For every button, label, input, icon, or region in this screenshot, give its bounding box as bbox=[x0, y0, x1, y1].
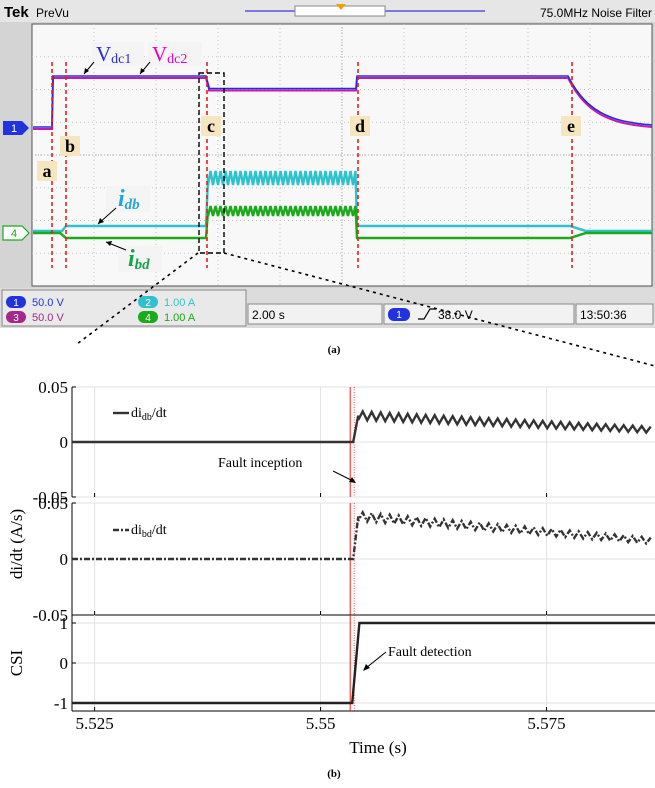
y-tick-label: 0 bbox=[60, 433, 69, 452]
vdc1-trace bbox=[33, 75, 653, 128]
scope-clock: 13:50:36 bbox=[580, 308, 627, 322]
caption-a: (a) bbox=[328, 344, 341, 356]
legend-dibd: dibd/dt bbox=[131, 523, 167, 540]
event-labels: a b c d e bbox=[37, 116, 581, 181]
trigger-level: 38.0 V bbox=[438, 308, 473, 322]
ch4-number: 4 bbox=[145, 313, 151, 324]
idb-label: idb bbox=[118, 186, 140, 213]
y-axis-label: di/dt (A/s) bbox=[7, 509, 26, 579]
fault-detection-arrow bbox=[365, 651, 387, 669]
x-tick-label: 5.575 bbox=[527, 714, 565, 733]
zoom-connector-right bbox=[223, 252, 655, 367]
scope-status: 75.0MHz Noise Filter bbox=[540, 6, 652, 20]
fault-detection-label: Fault detection bbox=[388, 645, 472, 660]
vdc1-label: Vdc1 bbox=[96, 42, 131, 67]
trigger-position-icon bbox=[336, 4, 346, 10]
y-tick-label: -0.05 bbox=[33, 606, 68, 625]
timebase-value: 2.00 s bbox=[252, 308, 285, 322]
ch1-number: 1 bbox=[13, 298, 19, 309]
ch4-ground-marker bbox=[2, 225, 30, 241]
scope-mode: PreVu bbox=[36, 6, 69, 20]
scope-brand: Tek bbox=[4, 4, 29, 21]
vdc2-label: Vdc2 bbox=[152, 42, 187, 67]
y-tick-label: 0 bbox=[60, 654, 69, 673]
ibd-label: ibd bbox=[128, 246, 150, 273]
ch2-badge bbox=[138, 296, 158, 308]
y-tick-label: -0.05 bbox=[33, 488, 68, 507]
marker-c: c bbox=[207, 116, 215, 136]
fault-inception-arrow bbox=[332, 470, 354, 482]
clock-box bbox=[575, 303, 654, 325]
zoom-selection-box bbox=[198, 72, 225, 254]
series-dibd/dt bbox=[72, 509, 652, 561]
x-tick-label: 5.55 bbox=[306, 714, 336, 733]
fault-inception-label: Fault inception bbox=[218, 456, 302, 471]
scope-readout: 1 50.0 V 3 50.0 V 2 1.00 A 4 1.00 A 2.00 s 1 38… bbox=[0, 288, 655, 328]
ch4-badge bbox=[138, 311, 158, 323]
legend-didb: didb/dt bbox=[131, 406, 167, 423]
rising-edge-icon bbox=[418, 308, 436, 320]
marker-e: e bbox=[567, 116, 575, 136]
channel-zero-markers: 1 4 bbox=[2, 121, 30, 241]
vdc2-trace bbox=[33, 77, 653, 130]
ch1-ground-marker bbox=[3, 121, 29, 135]
x-tick-label: 5.525 bbox=[75, 714, 113, 733]
svg-text:1: 1 bbox=[11, 123, 17, 135]
graticule-grid bbox=[32, 24, 652, 286]
svg-text:1: 1 bbox=[396, 310, 402, 321]
x-axis-label: Time (s) bbox=[349, 738, 406, 757]
series-CSI bbox=[72, 621, 655, 705]
y-tick-label: 1 bbox=[60, 614, 69, 633]
ch3-number: 3 bbox=[13, 313, 19, 324]
ch2-scale: 1.00 A bbox=[164, 297, 196, 309]
series-didb/dt bbox=[72, 408, 652, 444]
csi-axis-label: CSI bbox=[7, 649, 26, 676]
timebase-box bbox=[247, 303, 383, 325]
y-tick-label: 0.05 bbox=[38, 378, 68, 397]
event-marker-lines bbox=[51, 62, 573, 268]
caption-b: (b) bbox=[327, 768, 341, 780]
signal-labels: Vdc1 Vdc2 idb ibd bbox=[83, 42, 202, 273]
trigger-channel-badge bbox=[388, 308, 410, 321]
ch1-scale: 50.0 V bbox=[32, 297, 64, 309]
trigger-box bbox=[383, 303, 575, 325]
ch1-badge bbox=[6, 296, 26, 308]
y-tick-label: 0 bbox=[60, 550, 69, 569]
marker-a: a bbox=[43, 161, 52, 181]
marker-d: d bbox=[355, 116, 365, 136]
ch3-badge bbox=[6, 311, 26, 323]
zoom-connector-left bbox=[76, 252, 199, 345]
marker-b: b bbox=[65, 136, 75, 156]
ch3-scale: 50.0 V bbox=[32, 312, 64, 324]
ch2-number: 2 bbox=[145, 298, 151, 309]
svg-text:4: 4 bbox=[11, 228, 17, 240]
ch4-scale: 1.00 A bbox=[164, 312, 196, 324]
oscilloscope-panel: Tek PreVu 75.0MHz Noise Filter a b c d e… bbox=[0, 0, 655, 328]
y-tick-label: 0.05 bbox=[38, 494, 68, 513]
y-tick-label: -1 bbox=[54, 694, 68, 713]
